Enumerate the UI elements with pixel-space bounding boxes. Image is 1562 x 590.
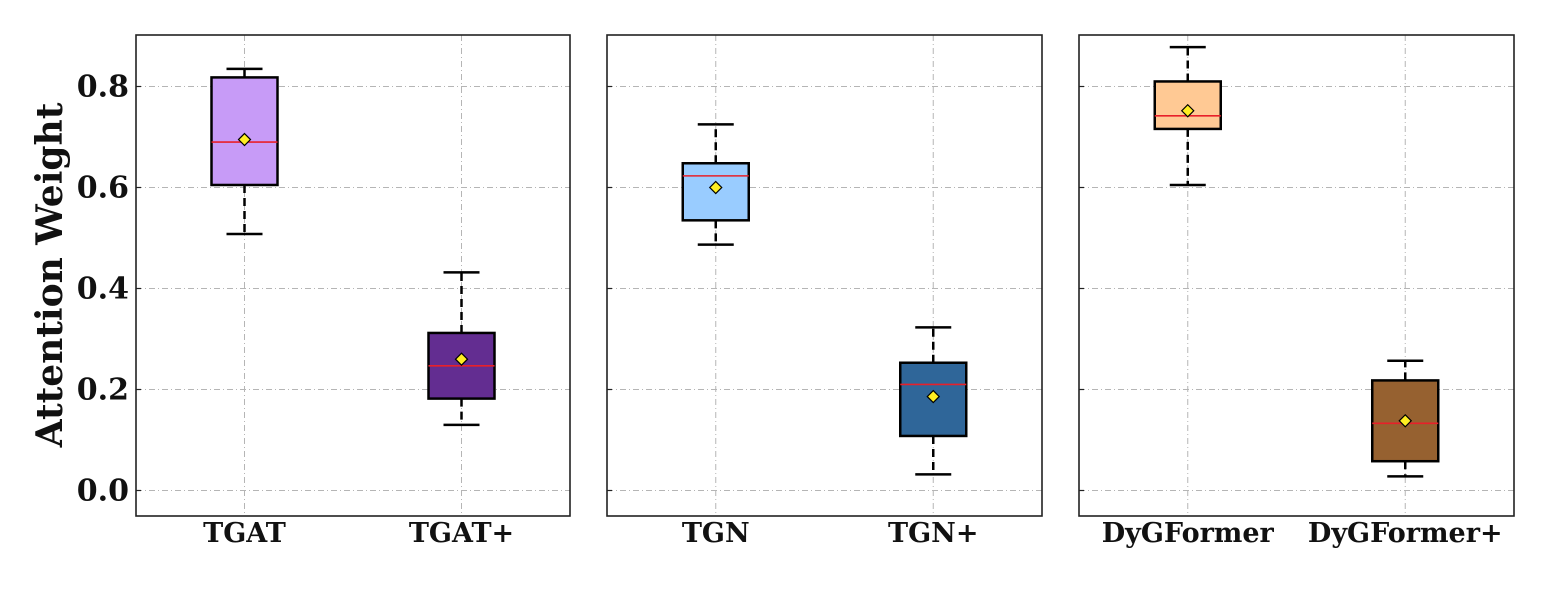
- y-tick-label: 0.6: [77, 171, 129, 206]
- x-tick-label: DyGFormer+: [1308, 518, 1503, 549]
- x-tick-label: TGN: [682, 518, 750, 549]
- box-tgat: [210, 76, 279, 187]
- panel-frame: [606, 34, 1043, 517]
- x-tick-label: TGN+: [888, 518, 978, 549]
- mean-marker: [1398, 413, 1413, 428]
- mean-marker: [1180, 103, 1195, 118]
- mean-marker: [708, 180, 723, 195]
- panel-frame: [1078, 34, 1515, 517]
- y-tick-label: 0.8: [77, 70, 129, 105]
- y-tick-label: 0.0: [77, 474, 129, 509]
- x-tick-label: TGAT+: [409, 518, 514, 549]
- y-axis-label: Attention Weight: [29, 102, 71, 448]
- mean-marker: [237, 132, 252, 147]
- x-tick-label: DyGFormer: [1102, 518, 1275, 549]
- mean-marker: [926, 389, 941, 404]
- x-tick-label: TGAT: [203, 518, 286, 549]
- mean-marker: [454, 352, 469, 367]
- y-tick-label: 0.4: [77, 272, 129, 307]
- panel-frame: [135, 34, 571, 517]
- y-tick-label: 0.2: [77, 373, 129, 408]
